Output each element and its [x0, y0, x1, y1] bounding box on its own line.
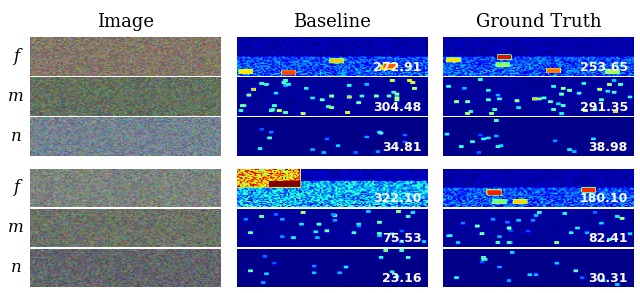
Text: 253.65: 253.65: [580, 61, 628, 74]
Text: 304.48: 304.48: [373, 101, 421, 114]
Text: m: m: [8, 219, 24, 236]
Text: 291.35: 291.35: [580, 101, 628, 114]
Text: f: f: [13, 48, 19, 65]
Text: 34.81: 34.81: [382, 141, 421, 154]
Text: f: f: [13, 179, 19, 196]
Text: Ground Truth: Ground Truth: [476, 13, 602, 31]
Text: n: n: [10, 128, 21, 145]
Text: Image: Image: [97, 13, 154, 31]
Text: Baseline: Baseline: [293, 13, 371, 31]
Text: 180.10: 180.10: [580, 192, 628, 205]
Text: 30.31: 30.31: [588, 272, 628, 285]
Text: 272.91: 272.91: [373, 61, 421, 74]
Text: 38.98: 38.98: [589, 141, 628, 154]
Text: 75.53: 75.53: [381, 232, 421, 245]
Text: 23.16: 23.16: [382, 272, 421, 285]
Text: 82.41: 82.41: [588, 232, 628, 245]
Text: 322.10: 322.10: [373, 192, 421, 205]
Text: m: m: [8, 88, 24, 105]
Text: n: n: [10, 260, 21, 277]
